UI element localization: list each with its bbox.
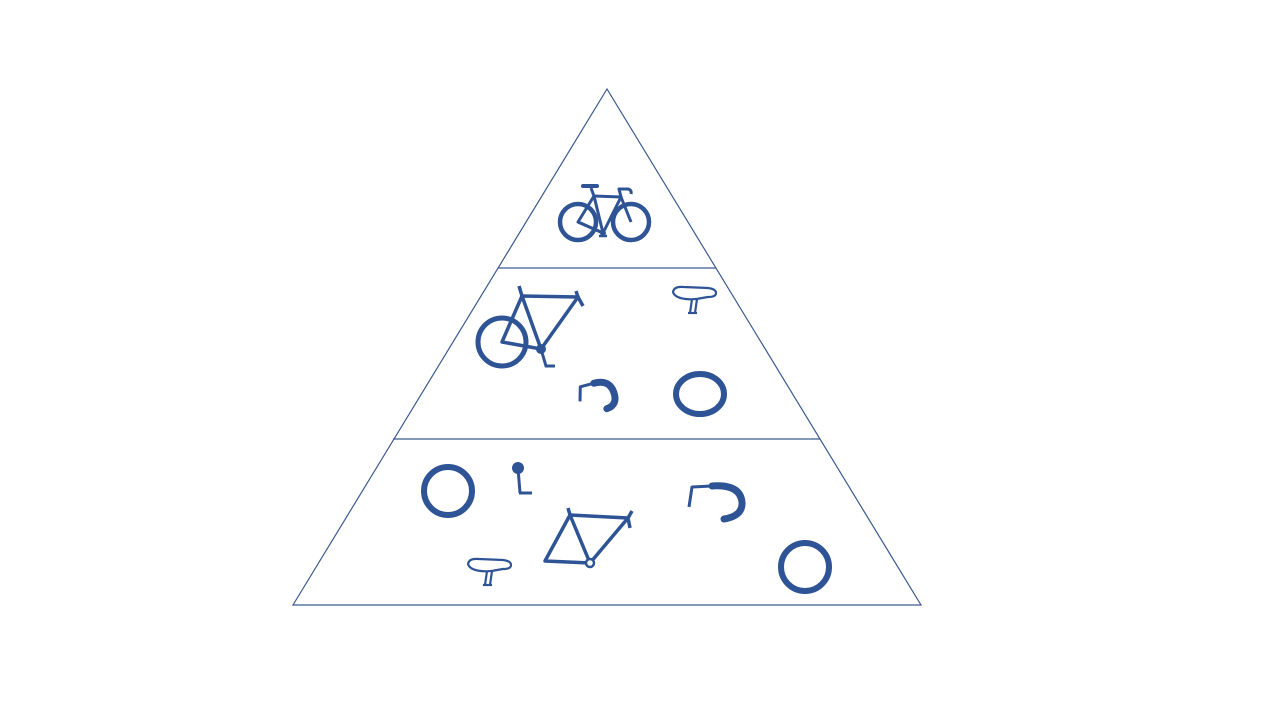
tier-middle — [475, 285, 727, 417]
tier-top — [557, 184, 652, 243]
tier-bottom — [424, 460, 829, 591]
handlebar-icon — [576, 379, 617, 415]
bicycle-icon — [557, 184, 652, 243]
bike-frame-icon — [543, 506, 634, 569]
bike-wheel-icon — [424, 467, 472, 515]
bike-wheel-icon — [781, 543, 829, 591]
bike-saddle-icon — [671, 285, 718, 315]
seat-post-icon — [510, 460, 534, 495]
pyramid-outline — [291, 87, 923, 606]
bike-frame-with-wheel-icon — [475, 285, 585, 369]
handlebar-icon — [687, 482, 746, 523]
bike-wheel-icon — [673, 371, 727, 417]
bike-saddle-icon — [466, 557, 513, 587]
